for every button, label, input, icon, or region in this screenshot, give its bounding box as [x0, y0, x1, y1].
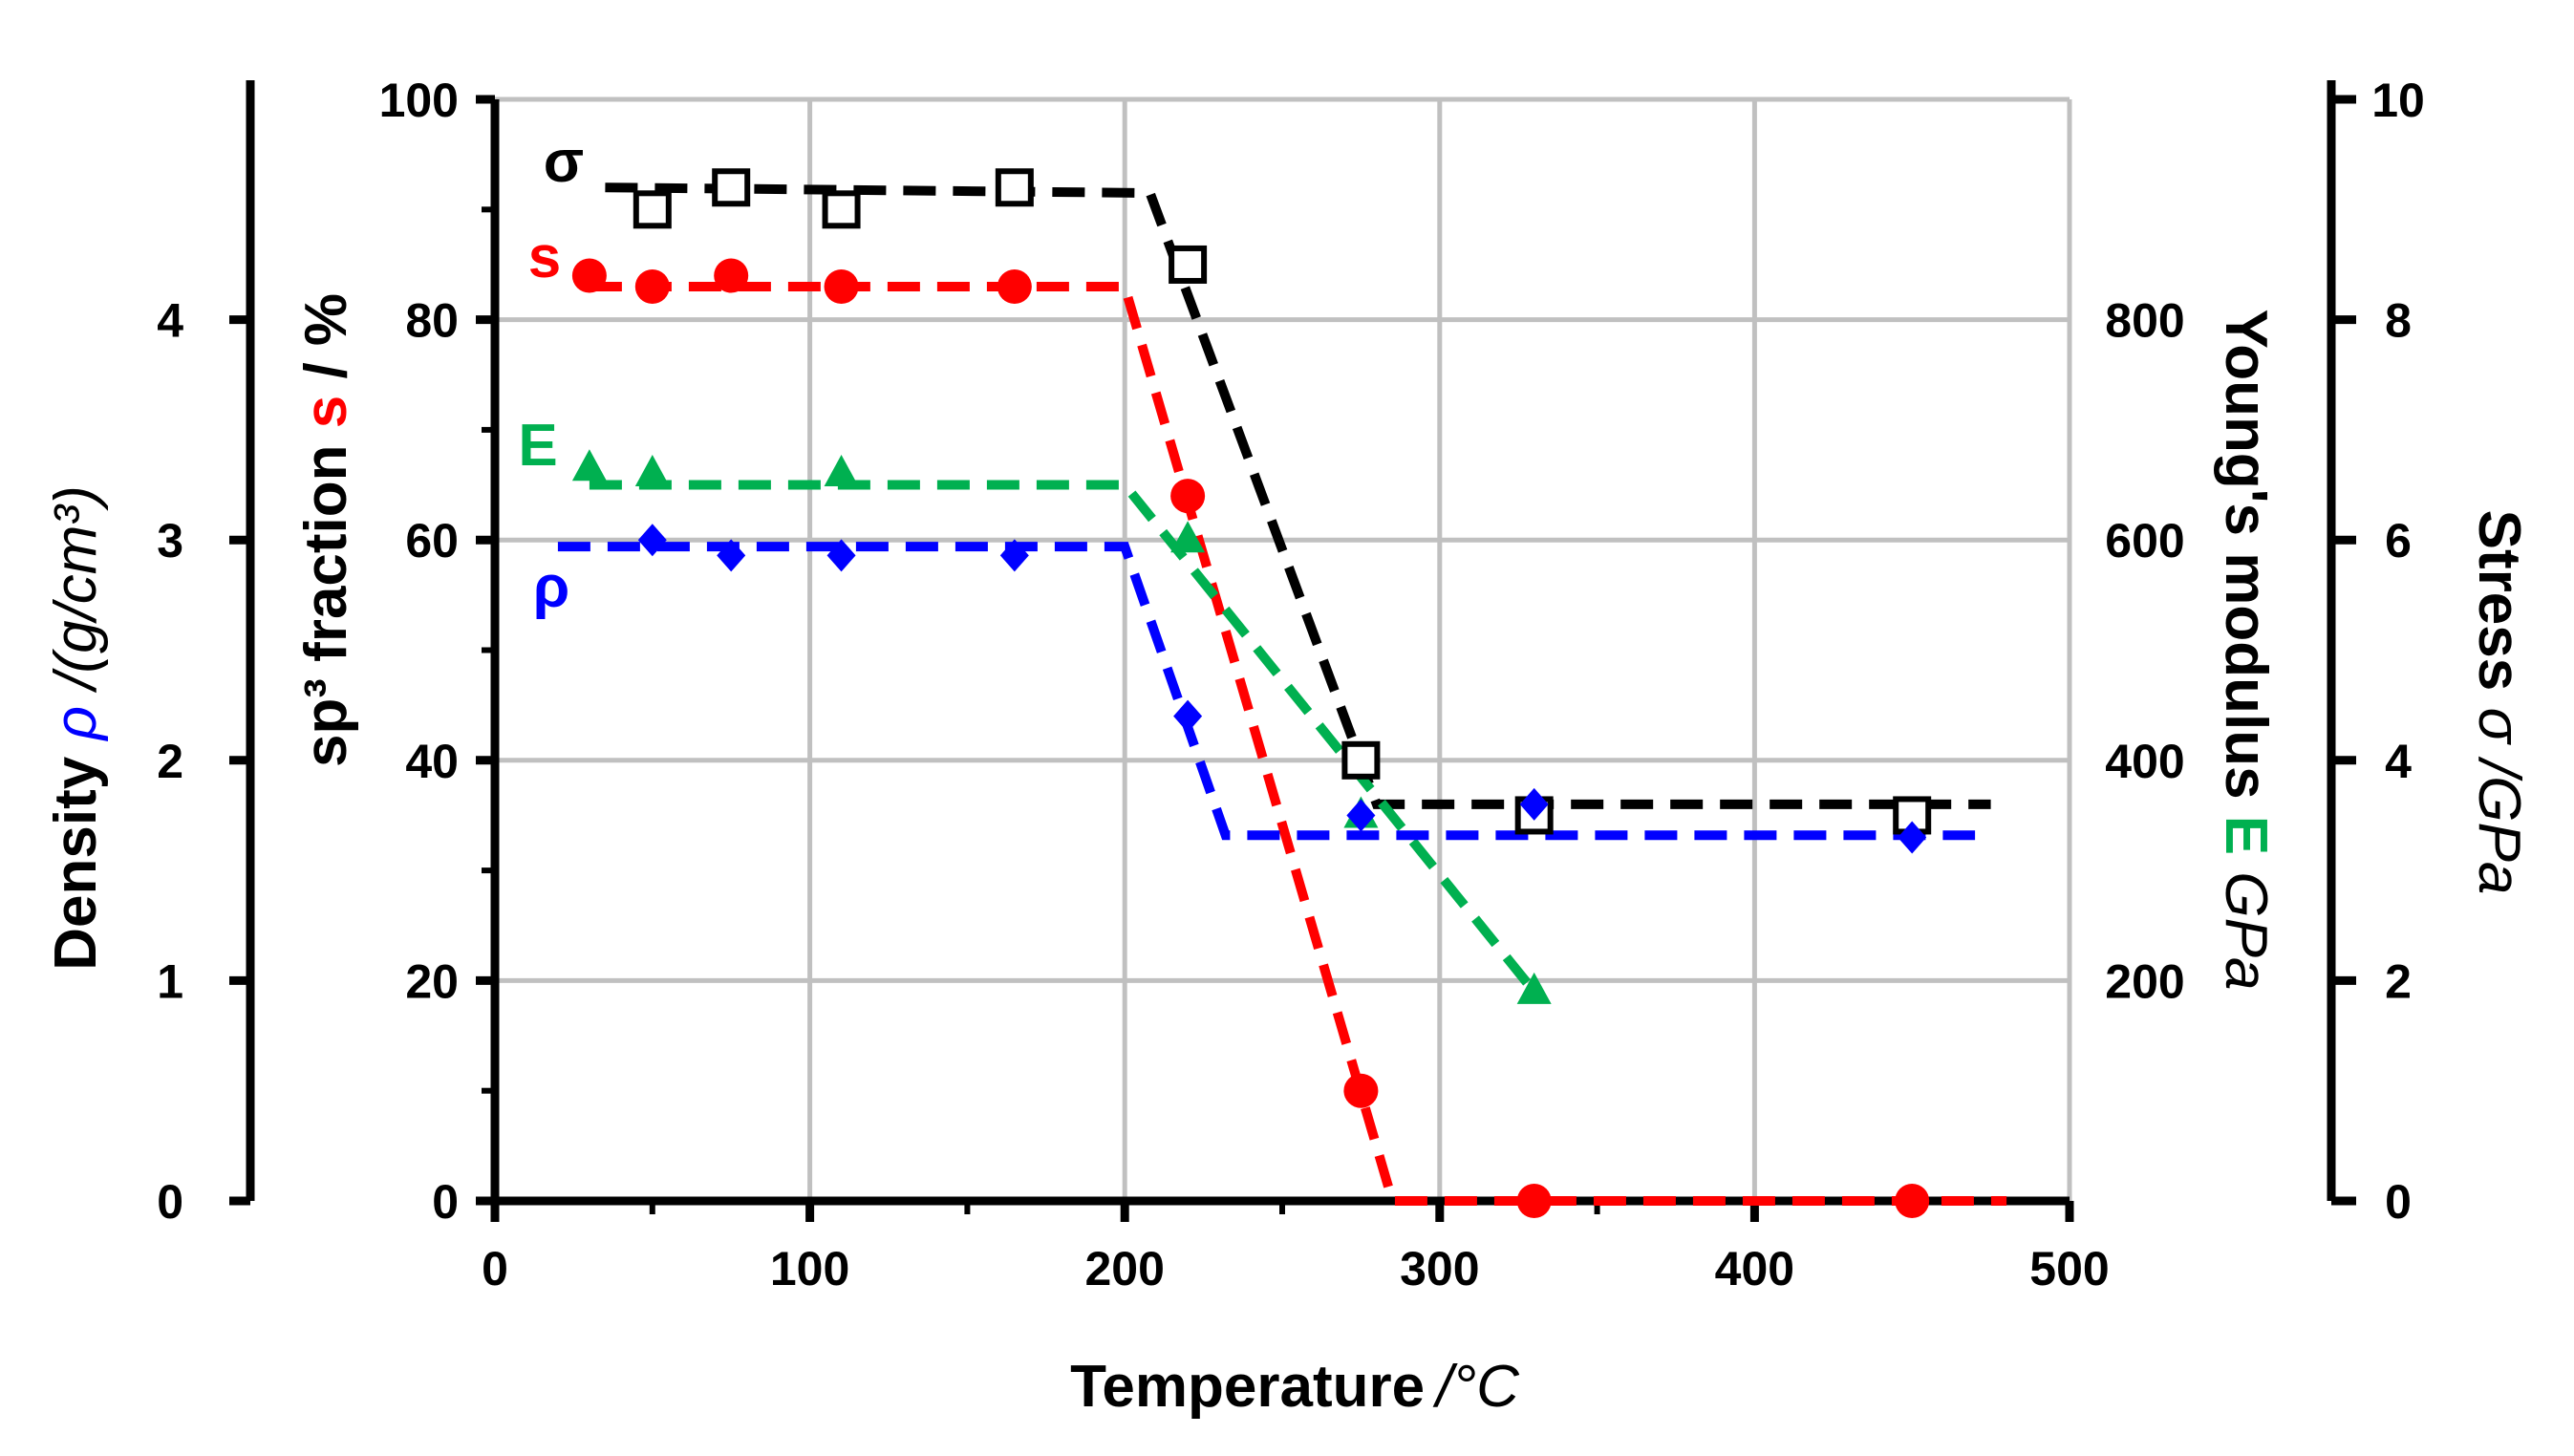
stress-tick-label: 4: [2385, 735, 2412, 788]
x-tick-label: 400: [1715, 1242, 1794, 1295]
sp3-tick-label: 40: [405, 735, 459, 788]
modulus-tick-label: 200: [2105, 954, 2184, 1008]
sp3-tick-label: 20: [405, 954, 459, 1008]
modulus-axis-title: Young's modulus E GPa: [2213, 310, 2279, 991]
x-tick-label: 100: [770, 1242, 849, 1295]
fit-line-sp3: [589, 282, 2007, 1206]
data-point-density: [826, 539, 856, 572]
x-axis-title: Temperature/°C: [1070, 1354, 1520, 1420]
grid: [495, 96, 2072, 1201]
density-tick-label: 2: [157, 735, 183, 788]
data-point-sp3: [824, 269, 859, 305]
fit-lines: [557, 182, 2007, 1206]
data-point-stress: [633, 190, 672, 229]
stress-tick-label: 2: [2385, 954, 2412, 1008]
data-point-modulus: [571, 449, 607, 482]
density-tick-label: 4: [157, 294, 183, 348]
data-point-density: [999, 539, 1029, 572]
data-point-modulus: [1170, 521, 1206, 553]
data-point-sp3: [1895, 1184, 1930, 1218]
x-tick-label: 0: [482, 1242, 508, 1295]
stress-axis-title: Stress σ /GPa: [2466, 510, 2532, 895]
density-tick-label: 1: [157, 954, 183, 1008]
data-point-stress: [1169, 245, 1208, 284]
data-point-modulus: [824, 455, 859, 487]
data-point-sp3: [1170, 479, 1206, 514]
series-label-sp3: s: [528, 225, 561, 290]
labels: 0 100 200 300 400 500020406080100012342004006…: [157, 74, 2425, 1295]
sp3-axis-title: sp³ fraction s / %: [293, 293, 359, 767]
stress-tick-label: 0: [2385, 1175, 2412, 1229]
data-point-sp3: [714, 258, 749, 293]
data-point-density: [717, 539, 746, 572]
series-label-stress: σ: [544, 129, 584, 195]
data-point-modulus: [634, 455, 670, 487]
data-point-density: [1346, 799, 1376, 832]
data-point-sp3: [571, 258, 607, 293]
data-point-stress: [712, 168, 751, 207]
sp3-tick-label: 60: [405, 514, 459, 567]
data-point-sp3: [634, 269, 670, 305]
data-point-stress: [995, 168, 1034, 207]
fit-line-stress: [605, 182, 1991, 809]
data-point-density: [637, 524, 667, 557]
stress-tick-label: 8: [2385, 294, 2412, 348]
density-tick-label: 0: [157, 1175, 183, 1229]
data-point-density: [1173, 699, 1203, 733]
sp3-tick-label: 0: [432, 1175, 459, 1229]
modulus-tick-label: 600: [2105, 514, 2184, 567]
x-tick-label: 300: [1400, 1242, 1479, 1295]
data-point-modulus: [1516, 972, 1552, 1004]
density-tick-label: 3: [157, 514, 183, 567]
data-points: [571, 168, 1932, 1218]
fit-line-density: [557, 542, 1976, 841]
modulus-tick-label: 800: [2105, 294, 2184, 348]
series-label-modulus: E: [518, 413, 557, 479]
data-point-density: [1898, 821, 1927, 854]
stress-tick-label: 6: [2385, 514, 2412, 567]
sp3-tick-label: 80: [405, 294, 459, 348]
fit-line-modulus: [589, 480, 1538, 996]
series-label-density: ρ: [533, 554, 569, 620]
axes: [229, 80, 2356, 1222]
density-axis-title: Density ρ /(g/cm³): [43, 485, 109, 970]
x-tick-label: 200: [1084, 1242, 1164, 1295]
data-point-density: [1519, 787, 1549, 821]
x-tick-label: 500: [2029, 1242, 2109, 1295]
data-point-stress: [1341, 740, 1381, 780]
data-point-sp3: [997, 269, 1032, 305]
data-point-sp3: [1343, 1073, 1379, 1108]
data-point-stress: [822, 190, 861, 229]
data-point-sp3: [1516, 1184, 1552, 1218]
modulus-tick-label: 400: [2105, 735, 2184, 788]
stress-tick-label: 10: [2371, 74, 2425, 127]
sp3-tick-label: 100: [379, 74, 459, 127]
